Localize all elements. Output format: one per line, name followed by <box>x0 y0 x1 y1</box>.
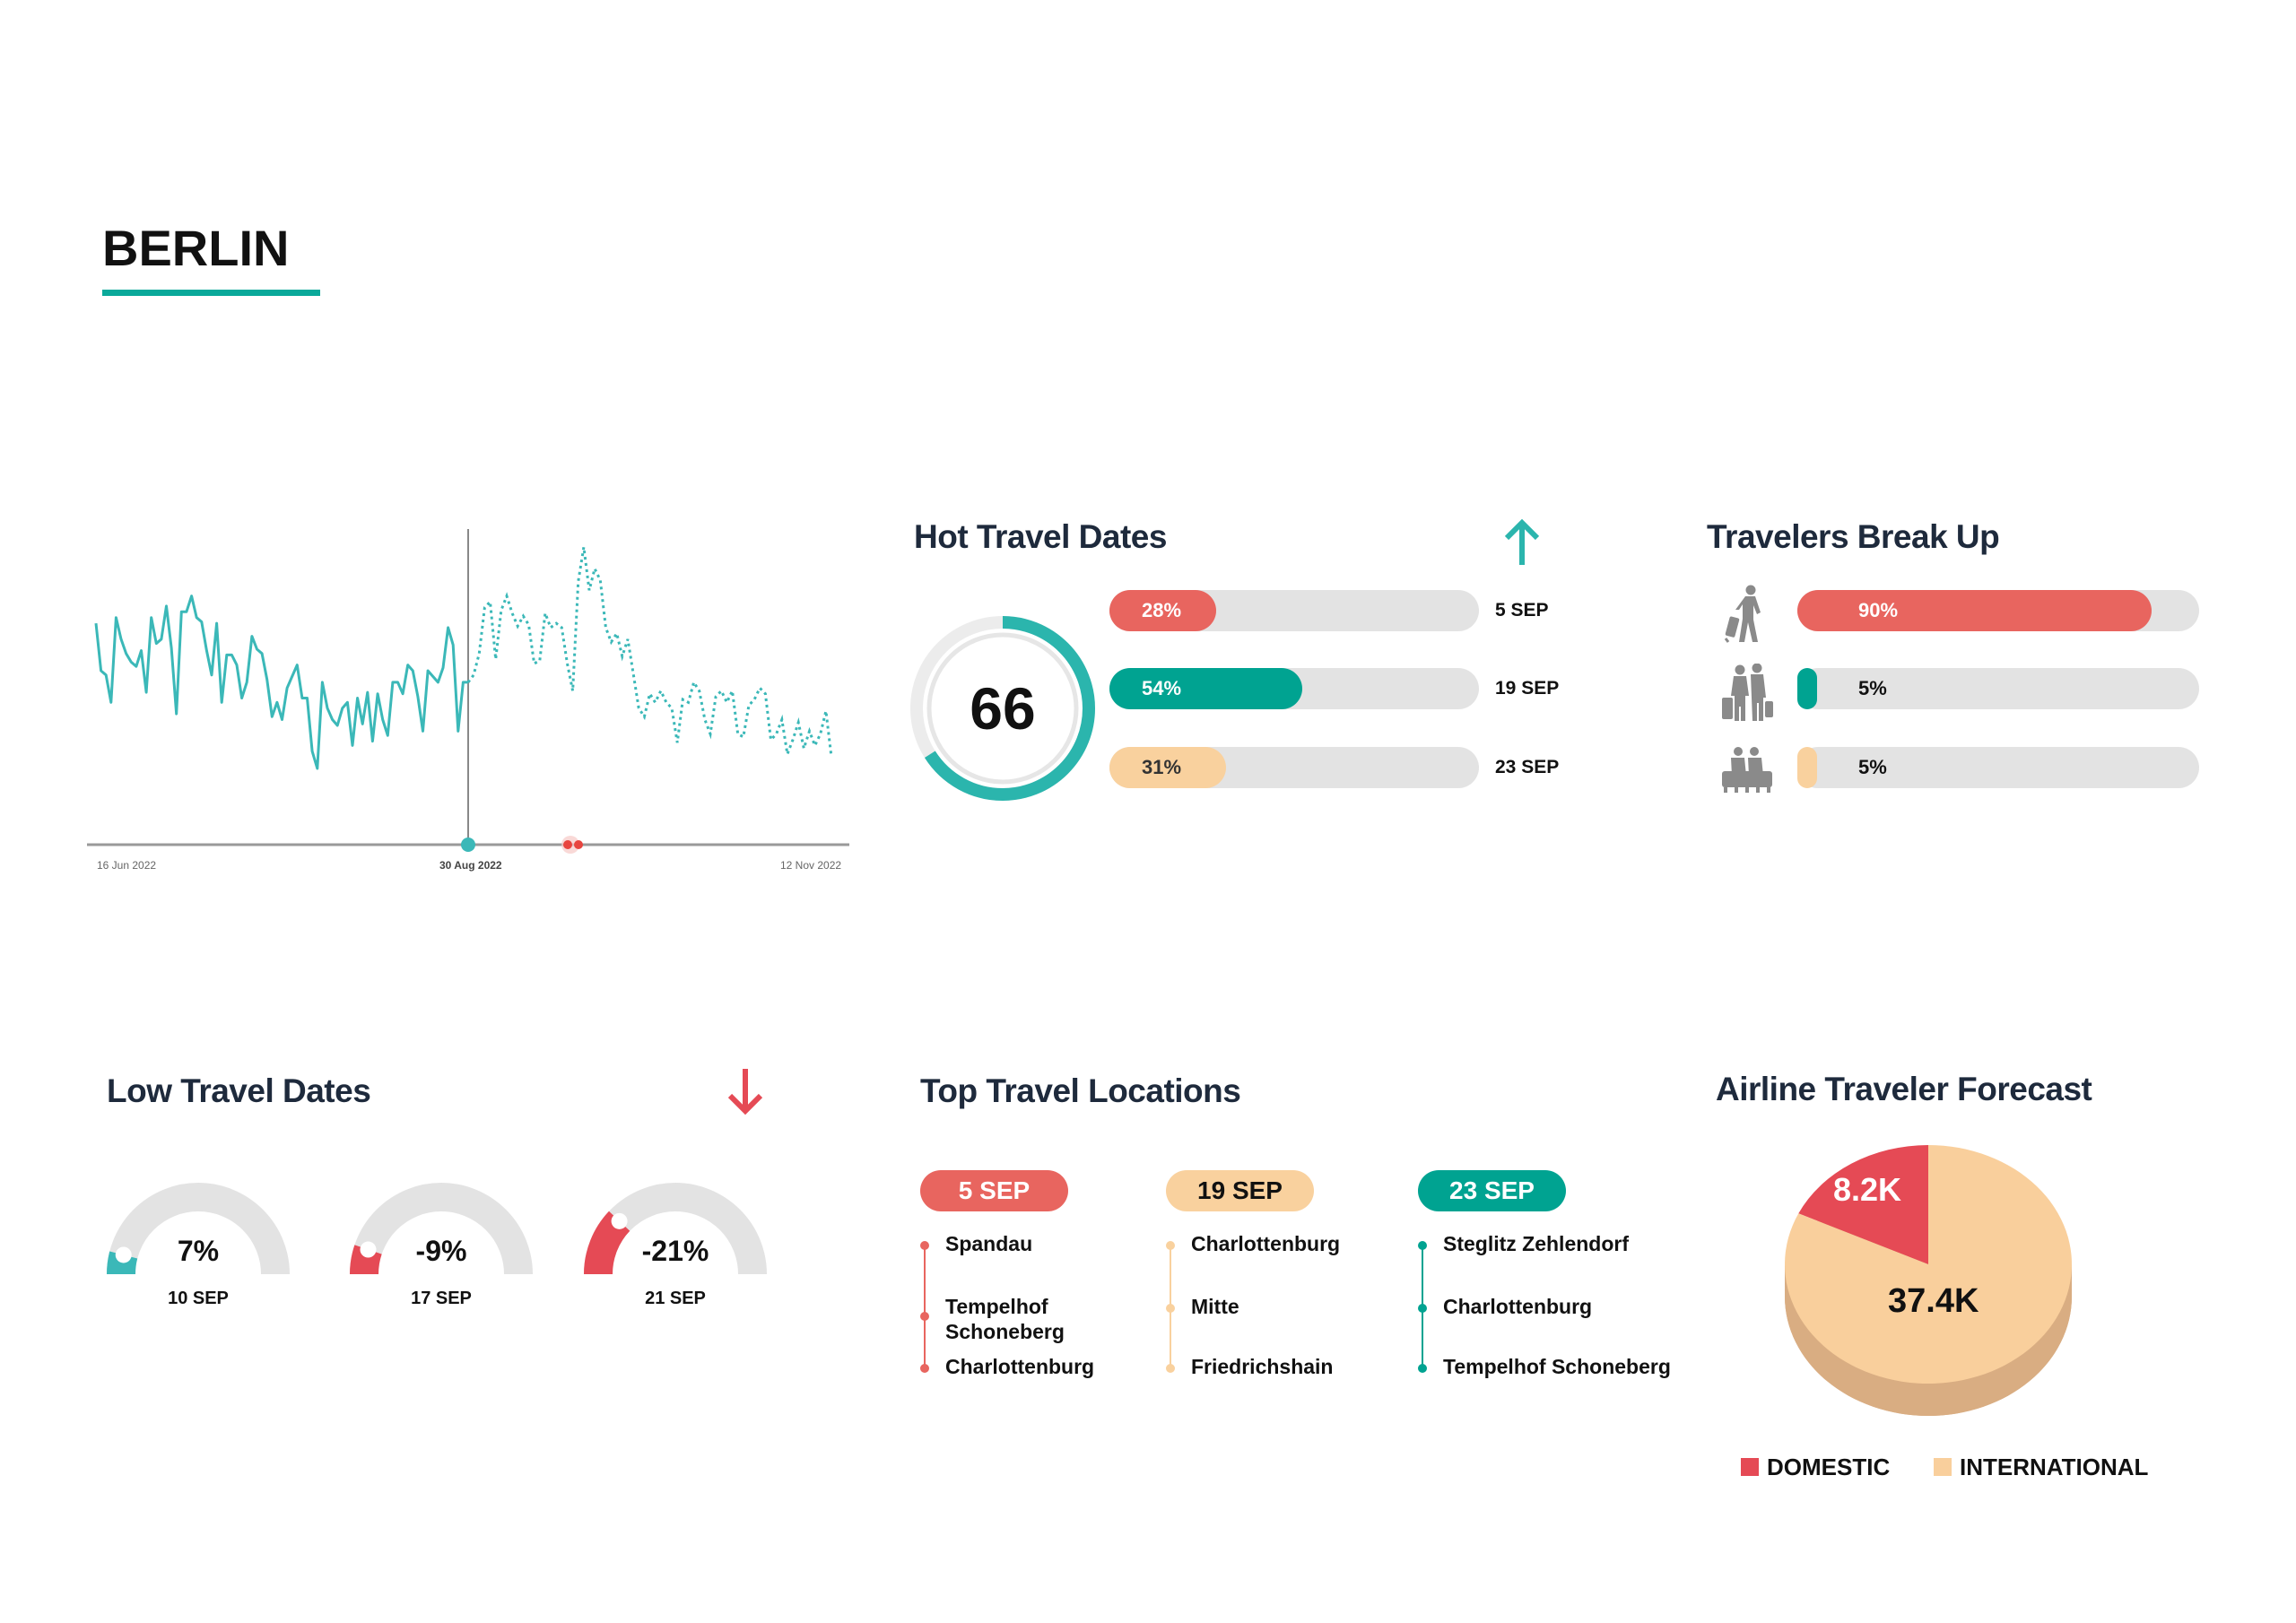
location-date-pill[interactable]: 23 SEP <box>1418 1170 1566 1211</box>
traveler-bar: 5% <box>1797 668 2199 709</box>
timeline-line <box>924 1248 926 1368</box>
gauge-value: -9% <box>415 1235 467 1267</box>
airline-forecast-title: Airline Traveler Forecast <box>1716 1071 2092 1107</box>
hot-date-bar-fill <box>1109 747 1226 788</box>
gauge-value: 7% <box>177 1235 220 1267</box>
hot-date-percent: 28% <box>1142 599 1182 621</box>
hot-travel-dates-title: Hot Travel Dates <box>914 518 1167 555</box>
gauge-knob <box>611 1212 628 1229</box>
gauge-knob <box>360 1241 377 1258</box>
location-item: Charlottenburg <box>945 1355 1095 1378</box>
gauge <box>584 1183 767 1275</box>
traveler-percent: 90% <box>1858 599 1899 621</box>
timeline-dot <box>1418 1241 1427 1250</box>
line-chart <box>87 529 849 854</box>
couple-traveler-icon <box>1722 664 1773 721</box>
hot-date-percent: 54% <box>1142 677 1182 699</box>
low-travel-dates-title: Low Travel Dates <box>107 1072 371 1109</box>
gauge-value: -21% <box>641 1235 709 1267</box>
location-item: Mitte <box>1191 1295 1239 1318</box>
pie-label-international: 37.4K <box>1888 1282 1979 1320</box>
gauge-track <box>107 1183 290 1275</box>
hot-date-label: 5 SEP <box>1495 600 1549 621</box>
hot-date-bar: 31% <box>1109 747 1479 788</box>
pie-label-domestic: 8.2K <box>1833 1171 1902 1208</box>
hot-date-bar: 28% <box>1109 590 1479 631</box>
timeline-dot <box>920 1364 929 1373</box>
traveler-bar: 5% <box>1797 747 2199 788</box>
x-tick-label: 30 Aug 2022 <box>439 859 502 872</box>
location-item: Tempelhof Schoneberg <box>945 1295 1065 1343</box>
location-item: Steglitz Zehlendorf <box>1443 1232 1629 1255</box>
traveler-bar: 90% <box>1797 590 2199 631</box>
location-item: Charlottenburg <box>1191 1232 1341 1255</box>
score-value: 66 <box>970 675 1036 742</box>
pie-slice-domestic <box>1798 1145 1928 1264</box>
gauge-knob <box>115 1246 132 1263</box>
traveler-percent: 5% <box>1858 677 1887 699</box>
travelers-break-up-title: Travelers Break Up <box>1707 518 2000 555</box>
legend-label-international: INTERNATIONAL <box>1960 1454 2149 1480</box>
gauge-fill <box>584 1211 631 1275</box>
gauge-date: 17 SEP <box>411 1289 472 1308</box>
traveler-bar-fill <box>1797 590 2152 631</box>
event-marker-dot <box>563 840 572 849</box>
location-item: Friedrichshain <box>1191 1355 1334 1378</box>
x-tick-label: 12 Nov 2022 <box>780 859 842 872</box>
location-item: Tempelhof Schoneberg <box>1443 1355 1671 1378</box>
pie-chart <box>1785 1145 2072 1416</box>
traveler-bar-fill <box>1797 668 1817 709</box>
hot-date-label: 19 SEP <box>1495 678 1560 699</box>
location-date-pill[interactable]: 5 SEP <box>920 1170 1068 1211</box>
hot-date-percent: 31% <box>1142 756 1182 778</box>
score-arc <box>910 616 1095 801</box>
location-date-pill[interactable]: 19 SEP <box>1166 1170 1314 1211</box>
timeline-dot <box>1166 1364 1175 1373</box>
timeline-dot <box>1418 1304 1427 1313</box>
event-marker-dot <box>574 840 583 849</box>
timeline-dot <box>920 1241 929 1250</box>
pie-slice-international <box>1785 1145 2072 1384</box>
legend-label-domestic: DOMESTIC <box>1767 1454 1891 1480</box>
arrow-up-icon <box>1504 518 1540 565</box>
title-underline <box>102 290 320 296</box>
page-title: BERLIN <box>102 220 290 276</box>
gauge-track <box>350 1183 533 1275</box>
hot-date-bar: 54% <box>1109 668 1479 709</box>
legend-swatch-international <box>1934 1458 1952 1476</box>
family-traveler-icon <box>1722 747 1772 793</box>
traveler-bar-fill <box>1797 747 1817 788</box>
gauge-date: 21 SEP <box>645 1289 706 1308</box>
hot-date-label: 23 SEP <box>1495 757 1560 777</box>
series-actual <box>94 595 468 770</box>
score-gauge <box>910 616 1095 801</box>
gauge-date: 10 SEP <box>168 1289 229 1308</box>
hot-date-bar-fill <box>1109 590 1216 631</box>
location-item: Spandau <box>945 1232 1033 1255</box>
location-item: Charlottenburg <box>1443 1295 1593 1318</box>
timeline-dot <box>1418 1364 1427 1373</box>
timeline-dot <box>1166 1304 1175 1313</box>
top-travel-locations-title: Top Travel Locations <box>920 1072 1241 1109</box>
x-tick-label: 16 Jun 2022 <box>97 859 157 872</box>
gauge <box>349 1183 533 1275</box>
timeline-dot <box>920 1312 929 1321</box>
solo-traveler-icon <box>1724 585 1761 643</box>
today-marker-dot <box>461 838 475 852</box>
hot-date-bar-fill <box>1109 668 1303 709</box>
legend-swatch-domestic <box>1741 1458 1759 1476</box>
series-forecast <box>466 546 833 759</box>
gauge <box>106 1183 290 1275</box>
timeline-dot <box>1166 1241 1175 1250</box>
arrow-down-icon <box>727 1069 763 1115</box>
traveler-percent: 5% <box>1858 756 1887 778</box>
